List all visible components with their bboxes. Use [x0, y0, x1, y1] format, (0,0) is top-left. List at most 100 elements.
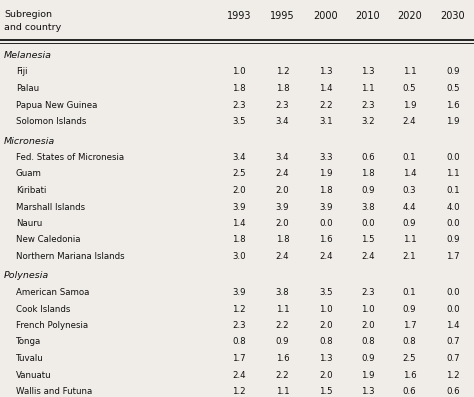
Text: Tonga: Tonga — [16, 337, 41, 347]
Text: 2010: 2010 — [356, 11, 380, 21]
Text: 0.1: 0.1 — [403, 288, 416, 297]
Text: 2.0: 2.0 — [319, 370, 333, 380]
Text: 1.3: 1.3 — [361, 387, 375, 396]
Text: 3.4: 3.4 — [276, 117, 289, 126]
Text: 1.9: 1.9 — [403, 100, 416, 110]
Text: 2.3: 2.3 — [361, 100, 375, 110]
Text: and country: and country — [4, 23, 61, 32]
Text: 2.3: 2.3 — [276, 100, 289, 110]
Text: 3.1: 3.1 — [319, 117, 333, 126]
Text: 1.1: 1.1 — [403, 235, 416, 245]
Text: 1.8: 1.8 — [276, 235, 289, 245]
Text: 0.0: 0.0 — [361, 219, 375, 228]
Text: 0.6: 0.6 — [446, 387, 460, 396]
Text: 2.0: 2.0 — [276, 219, 289, 228]
Text: 0.3: 0.3 — [403, 186, 416, 195]
Text: Fiji: Fiji — [16, 67, 27, 77]
Text: 0.9: 0.9 — [403, 219, 416, 228]
Text: 0.0: 0.0 — [446, 304, 460, 314]
Text: 0.0: 0.0 — [446, 288, 460, 297]
Text: 1.2: 1.2 — [446, 370, 460, 380]
Text: 2.0: 2.0 — [276, 186, 289, 195]
Text: 2.0: 2.0 — [319, 321, 333, 330]
Text: 1.8: 1.8 — [232, 235, 246, 245]
Text: 0.6: 0.6 — [361, 153, 375, 162]
Text: 0.8: 0.8 — [319, 337, 333, 347]
Text: 1.1: 1.1 — [361, 84, 375, 93]
Text: 2.2: 2.2 — [276, 370, 289, 380]
Text: Solomon Islands: Solomon Islands — [16, 117, 86, 126]
Text: 0.0: 0.0 — [446, 219, 460, 228]
Text: 3.9: 3.9 — [232, 288, 246, 297]
Text: Northern Mariana Islands: Northern Mariana Islands — [16, 252, 125, 261]
Text: 1.7: 1.7 — [446, 252, 460, 261]
Text: New Caledonia: New Caledonia — [16, 235, 81, 245]
Text: 2.4: 2.4 — [319, 252, 333, 261]
Text: 2000: 2000 — [314, 11, 338, 21]
Text: 1.3: 1.3 — [361, 67, 375, 77]
Text: 3.8: 3.8 — [361, 202, 375, 212]
Text: 1.7: 1.7 — [232, 354, 246, 363]
Text: 0.9: 0.9 — [446, 67, 460, 77]
Text: 1.7: 1.7 — [403, 321, 416, 330]
Text: 1.6: 1.6 — [319, 235, 333, 245]
Text: 0.5: 0.5 — [446, 84, 460, 93]
Text: Kiribati: Kiribati — [16, 186, 46, 195]
Text: 2.4: 2.4 — [403, 117, 416, 126]
Text: 3.4: 3.4 — [232, 153, 246, 162]
Text: 1.6: 1.6 — [276, 354, 289, 363]
Text: 2.3: 2.3 — [232, 100, 246, 110]
Text: 3.2: 3.2 — [361, 117, 375, 126]
Text: 1.6: 1.6 — [446, 100, 460, 110]
Text: 1.9: 1.9 — [361, 370, 375, 380]
Text: 2.3: 2.3 — [361, 288, 375, 297]
Text: Papua New Guinea: Papua New Guinea — [16, 100, 97, 110]
Text: Fed. States of Micronesia: Fed. States of Micronesia — [16, 153, 124, 162]
Text: 1.2: 1.2 — [232, 304, 246, 314]
Text: 1.9: 1.9 — [319, 170, 333, 179]
Text: 1.1: 1.1 — [276, 387, 289, 396]
Text: 2.3: 2.3 — [232, 321, 246, 330]
Text: Palau: Palau — [16, 84, 39, 93]
Text: 1.4: 1.4 — [403, 170, 416, 179]
Text: Melanesia: Melanesia — [4, 51, 52, 60]
Text: 1.1: 1.1 — [446, 170, 460, 179]
Text: 1.5: 1.5 — [361, 235, 375, 245]
Text: Vanuatu: Vanuatu — [16, 370, 52, 380]
Text: 1.0: 1.0 — [319, 304, 333, 314]
Text: Subregion: Subregion — [4, 10, 52, 19]
Text: 0.0: 0.0 — [319, 219, 333, 228]
Text: 1.4: 1.4 — [446, 321, 460, 330]
Text: 1.5: 1.5 — [319, 387, 333, 396]
Text: 0.0: 0.0 — [446, 153, 460, 162]
Text: 0.9: 0.9 — [361, 186, 375, 195]
Text: 3.9: 3.9 — [319, 202, 333, 212]
Text: 2.4: 2.4 — [232, 370, 246, 380]
Text: 1993: 1993 — [227, 11, 251, 21]
Text: 1.4: 1.4 — [319, 84, 333, 93]
Text: 0.8: 0.8 — [232, 337, 246, 347]
Text: Guam: Guam — [16, 170, 42, 179]
Text: 0.9: 0.9 — [361, 354, 375, 363]
Text: 0.1: 0.1 — [403, 153, 416, 162]
Text: 3.8: 3.8 — [276, 288, 289, 297]
Text: 2.2: 2.2 — [276, 321, 289, 330]
Text: 3.5: 3.5 — [232, 117, 246, 126]
Text: 1.3: 1.3 — [319, 67, 333, 77]
Text: Micronesia: Micronesia — [4, 137, 55, 145]
Text: 1.3: 1.3 — [319, 354, 333, 363]
Text: 4.4: 4.4 — [403, 202, 416, 212]
Text: 3.9: 3.9 — [276, 202, 289, 212]
Text: 0.7: 0.7 — [446, 354, 460, 363]
Text: 0.5: 0.5 — [403, 84, 416, 93]
Text: 1.2: 1.2 — [276, 67, 289, 77]
Text: 1.0: 1.0 — [361, 304, 375, 314]
Text: 0.8: 0.8 — [403, 337, 416, 347]
Text: 3.5: 3.5 — [319, 288, 333, 297]
Text: Tuvalu: Tuvalu — [16, 354, 44, 363]
Text: 1.8: 1.8 — [361, 170, 375, 179]
Text: Wallis and Futuna: Wallis and Futuna — [16, 387, 92, 396]
Text: 2030: 2030 — [441, 11, 465, 21]
Text: 1.1: 1.1 — [403, 67, 416, 77]
Text: 1.9: 1.9 — [446, 117, 460, 126]
